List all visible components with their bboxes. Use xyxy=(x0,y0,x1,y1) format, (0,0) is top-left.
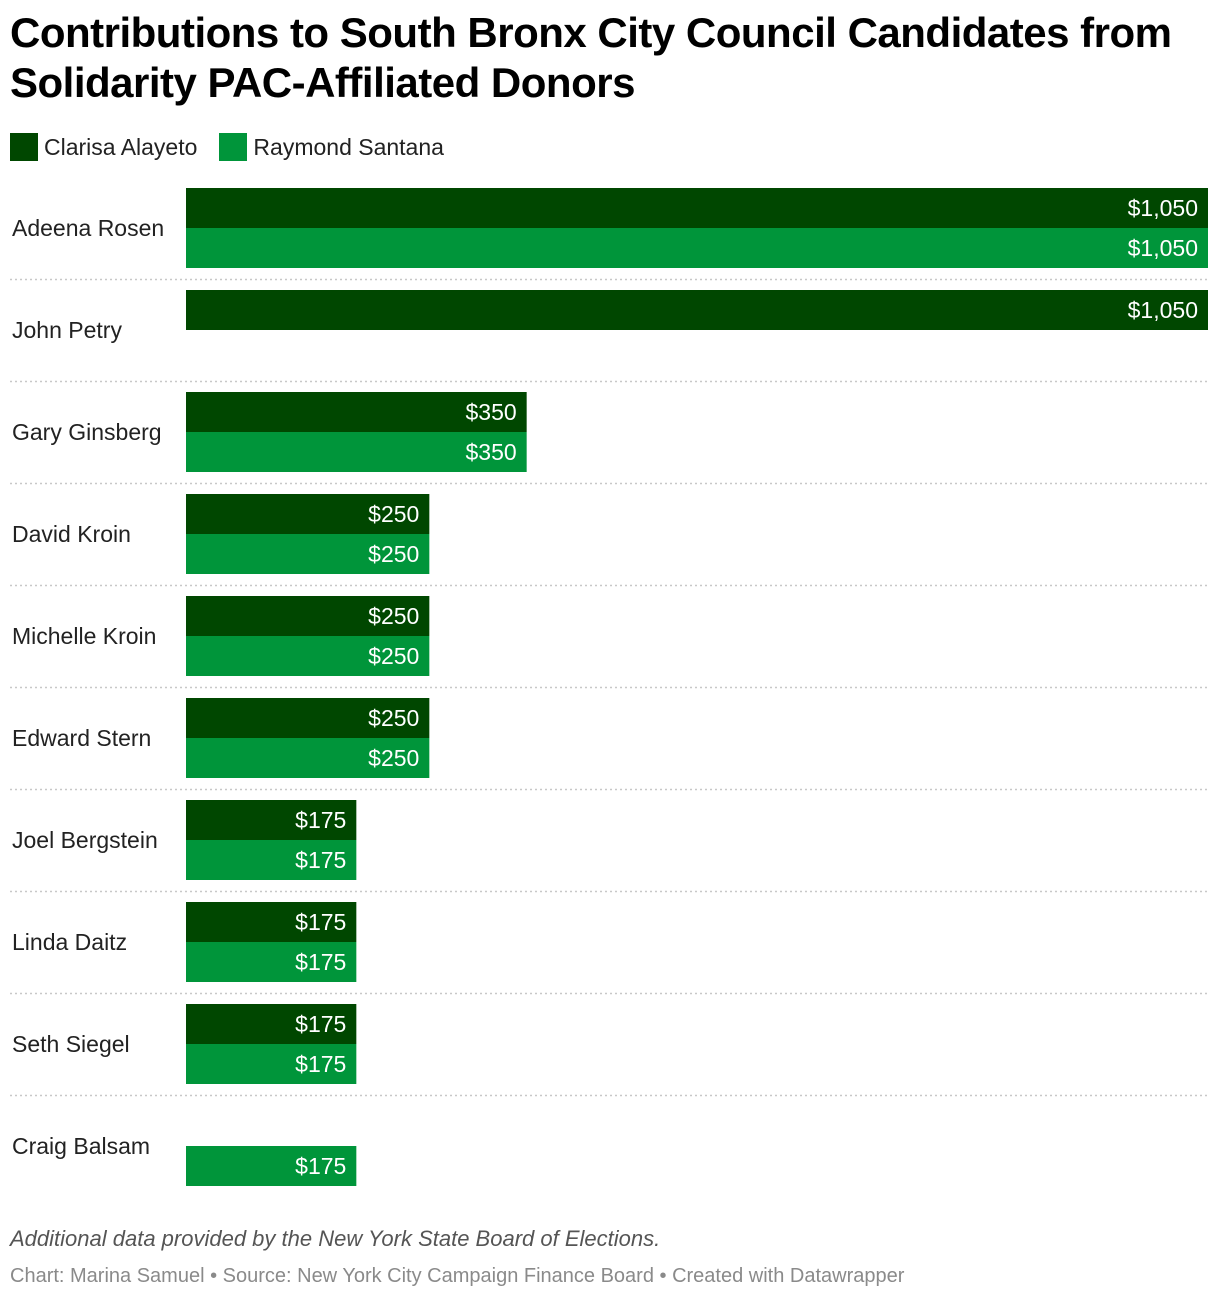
bar xyxy=(186,738,430,778)
bar-value-label: $175 xyxy=(295,1011,346,1037)
bar-value-label: $175 xyxy=(295,1153,346,1179)
category-label: Gary Ginsberg xyxy=(12,419,162,445)
legend-swatch-alayeto xyxy=(10,133,38,161)
category-label: Michelle Kroin xyxy=(12,623,156,649)
category-label: Craig Balsam xyxy=(12,1133,150,1159)
bar xyxy=(186,942,357,982)
bar xyxy=(186,1044,357,1084)
category-label: Edward Stern xyxy=(12,725,151,751)
bar-value-label: $250 xyxy=(368,541,419,567)
bar xyxy=(186,432,527,472)
bar-value-label: $175 xyxy=(295,807,346,833)
legend-item-alayeto: Clarisa Alayeto xyxy=(10,133,197,161)
bar xyxy=(186,698,430,738)
category-label: Adeena Rosen xyxy=(12,215,164,241)
bar-value-label: $175 xyxy=(295,847,346,873)
category-label: Joel Bergstein xyxy=(12,827,158,853)
bar xyxy=(186,494,430,534)
category-label: Linda Daitz xyxy=(12,929,127,955)
chart-legend: Clarisa Alayeto Raymond Santana xyxy=(10,131,466,163)
bar-value-label: $250 xyxy=(368,603,419,629)
bar-value-label: $250 xyxy=(368,705,419,731)
bar-value-label: $175 xyxy=(295,1051,346,1077)
bar xyxy=(186,902,357,942)
chart-footnote: Additional data provided by the New York… xyxy=(10,1226,661,1251)
chart-title: Contributions to South Bronx City Counci… xyxy=(10,9,1172,106)
bar xyxy=(186,840,357,880)
bar-value-label: $175 xyxy=(295,949,346,975)
bar-value-label: $250 xyxy=(368,501,419,527)
bar xyxy=(186,1146,357,1186)
legend-label-alayeto: Clarisa Alayeto xyxy=(44,133,198,160)
bar xyxy=(186,188,1208,228)
bar-value-label: $1,050 xyxy=(1128,195,1198,221)
bar-value-label: $1,050 xyxy=(1128,297,1198,323)
bar-value-label: $175 xyxy=(295,909,346,935)
bar xyxy=(186,534,430,574)
bar xyxy=(186,290,1208,330)
chart-credits: Chart: Marina Samuel • Source: New York … xyxy=(10,1265,905,1287)
bar-value-label: $250 xyxy=(368,745,419,771)
bar xyxy=(186,228,1208,268)
bar-value-label: $350 xyxy=(465,439,516,465)
category-label: David Kroin xyxy=(12,521,131,547)
category-label: Seth Siegel xyxy=(12,1031,130,1057)
bar-value-label: $250 xyxy=(368,643,419,669)
bar-value-label: $350 xyxy=(465,399,516,425)
category-label: John Petry xyxy=(12,317,122,343)
legend-item-santana: Raymond Santana xyxy=(219,133,444,161)
bar xyxy=(186,636,430,676)
bar xyxy=(186,800,357,840)
legend-swatch-santana xyxy=(219,133,248,161)
bar-chart: Adeena Rosen $1,050 $1,050 John Petry $1,050… xyxy=(10,188,1208,1186)
legend-label-santana: Raymond Santana xyxy=(253,133,444,160)
bar xyxy=(186,596,430,636)
bar xyxy=(186,392,527,432)
bar xyxy=(186,1004,357,1044)
bar-value-label: $1,050 xyxy=(1128,235,1198,261)
